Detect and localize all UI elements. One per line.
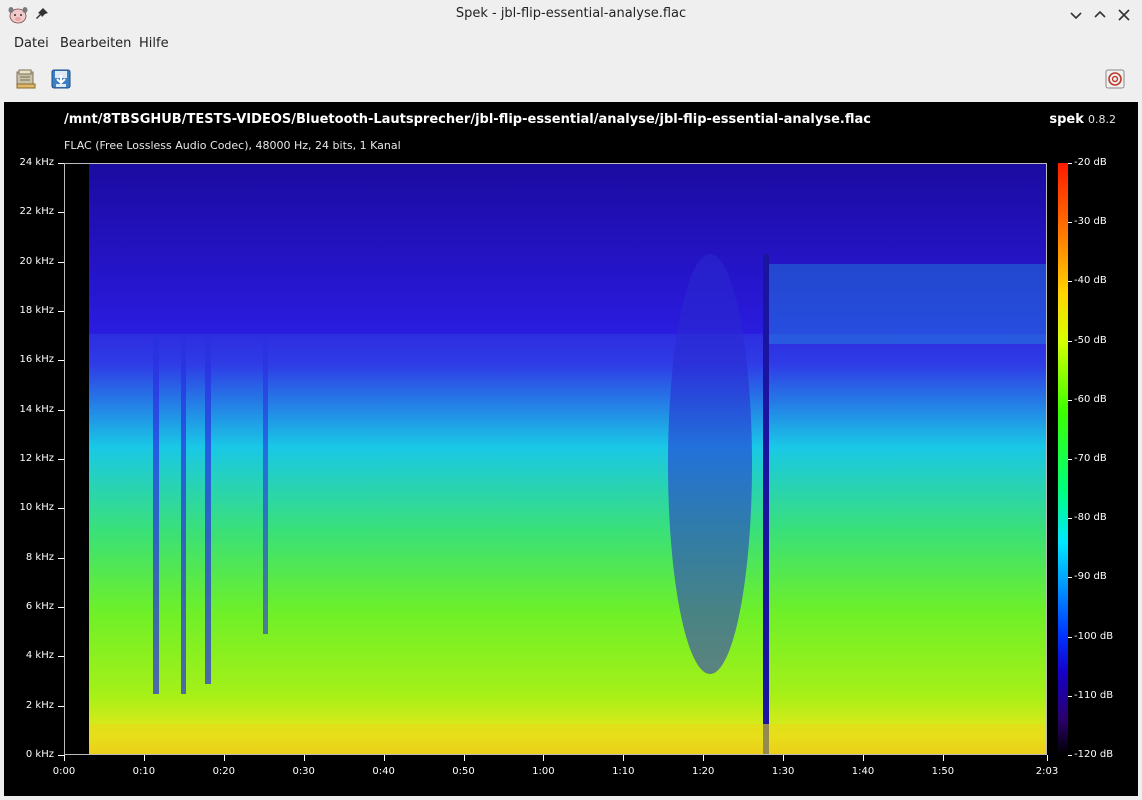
menu-bearbeiten[interactable]: Bearbeiten	[60, 36, 132, 51]
time-tick-label: 0:10	[132, 766, 156, 777]
db-tick	[1068, 518, 1072, 520]
frequency-tick	[58, 607, 64, 608]
time-tick	[1047, 755, 1048, 761]
frequency-tick-label: 16 kHz	[19, 354, 54, 366]
frequency-tick-label: 12 kHz	[19, 453, 54, 464]
frequency-tick-label: 18 kHz	[19, 305, 54, 316]
db-tick-label: -30 dB	[1074, 216, 1107, 228]
spectrogram-image	[64, 163, 1047, 755]
pin-icon[interactable]	[34, 6, 50, 22]
time-tick-label: 0:20	[212, 766, 236, 777]
frequency-tick-label: 10 kHz	[19, 502, 54, 514]
frequency-tick	[58, 360, 64, 362]
spectrogram-panel: /mnt/8TBSGHUB/TESTS-VIDEOS/Bluetooth-Lau…	[4, 102, 1138, 796]
menu-datei[interactable]: Datei	[14, 36, 49, 51]
db-tick	[1068, 459, 1072, 460]
db-tick-label: -80 dB	[1074, 512, 1107, 524]
frequency-tick-label: 24 kHz	[19, 157, 54, 168]
db-tick-label: -50 dB	[1074, 334, 1107, 346]
db-tick-label: -110 dB	[1074, 689, 1114, 701]
db-tick	[1068, 222, 1072, 224]
db-tick-label: -70 dB	[1074, 453, 1107, 464]
time-tick	[463, 755, 465, 761]
frequency-tick	[58, 705, 64, 707]
file-path: /mnt/8TBSGHUB/TESTS-VIDEOS/Bluetooth-Lau…	[64, 112, 871, 127]
frequency-tick	[58, 261, 64, 263]
time-tick-label: 0:30	[292, 766, 315, 777]
time-tick	[543, 755, 545, 761]
save-icon[interactable]	[49, 67, 73, 91]
db-tick	[1068, 340, 1072, 342]
menu-bar: Datei Bearbeiten Hilfe	[0, 32, 1142, 56]
app-version: 0.8.2	[1088, 113, 1116, 126]
db-tick	[1068, 399, 1072, 401]
time-tick-label: 0:50	[452, 766, 475, 777]
frequency-tick	[58, 508, 64, 510]
frequency-tick	[58, 557, 64, 559]
preferences-icon[interactable]	[1103, 67, 1127, 91]
time-tick	[303, 755, 305, 761]
time-tick	[223, 755, 225, 761]
close-icon[interactable]	[1115, 6, 1133, 24]
db-tick	[1068, 695, 1072, 697]
time-tick-label: 1:00	[532, 766, 555, 777]
db-tick	[1068, 163, 1072, 164]
time-tick-label: 1:30	[771, 766, 795, 777]
db-tick	[1068, 281, 1072, 283]
frequency-tick	[58, 212, 64, 214]
frequency-tick	[58, 459, 64, 460]
time-tick-label: 2:03	[1035, 766, 1059, 777]
app-name: spek	[1049, 112, 1084, 127]
title-bar: Spek - jbl-flip-essential-analyse.flac	[0, 0, 1142, 30]
frequency-tick-label: 22 kHz	[19, 206, 54, 218]
time-tick	[863, 755, 864, 761]
frequency-tick	[58, 656, 64, 658]
time-tick-label: 1:40	[851, 766, 875, 777]
app-brand: spek 0.8.2	[1049, 112, 1116, 127]
db-tick	[1068, 577, 1072, 579]
frequency-tick	[58, 163, 64, 164]
time-tick	[143, 755, 145, 761]
db-tick-label: -20 dB	[1074, 157, 1107, 168]
db-color-scale	[1058, 163, 1068, 755]
db-tick	[1068, 636, 1072, 638]
db-tick-label: -40 dB	[1074, 275, 1107, 287]
db-tick-label: -120 dB	[1074, 749, 1114, 760]
db-tick-label: -60 dB	[1074, 393, 1107, 405]
time-tick-label: 1:50	[931, 766, 955, 777]
time-tick	[64, 755, 65, 761]
time-tick-label: 0:00	[52, 766, 76, 777]
maximize-icon[interactable]	[1091, 6, 1109, 24]
toolbar	[0, 60, 1142, 100]
time-tick	[942, 755, 944, 761]
frequency-tick-label: 0 kHz	[25, 749, 54, 760]
frequency-tick-label: 20 kHz	[19, 255, 54, 267]
frequency-tick-label: 8 kHz	[25, 551, 54, 563]
minimize-icon[interactable]	[1067, 6, 1085, 24]
db-tick-label: -90 dB	[1074, 571, 1107, 583]
frequency-tick-label: 2 kHz	[25, 699, 54, 711]
window-title: Spek - jbl-flip-essential-analyse.flac	[455, 6, 687, 21]
menu-hilfe[interactable]: Hilfe	[139, 36, 169, 51]
time-tick-label: 1:10	[612, 766, 635, 777]
frequency-tick	[58, 755, 64, 756]
db-tick-label: -100 dB	[1074, 630, 1114, 642]
frequency-tick-label: 4 kHz	[25, 650, 54, 662]
file-info: FLAC (Free Lossless Audio Codec), 48000 …	[64, 139, 401, 152]
time-tick	[783, 755, 785, 761]
time-tick-label: 0:40	[372, 766, 395, 777]
frequency-tick	[58, 311, 64, 312]
frequency-tick-label: 6 kHz	[25, 601, 54, 612]
frequency-tick-label: 14 kHz	[19, 403, 54, 415]
time-tick	[623, 755, 625, 761]
folder-open-icon[interactable]	[14, 67, 38, 91]
time-tick-label: 1:20	[691, 766, 715, 777]
spek-pig-icon	[8, 7, 28, 24]
db-tick	[1068, 755, 1072, 756]
frequency-tick	[58, 409, 64, 411]
time-tick	[703, 755, 705, 761]
time-tick	[383, 755, 385, 761]
